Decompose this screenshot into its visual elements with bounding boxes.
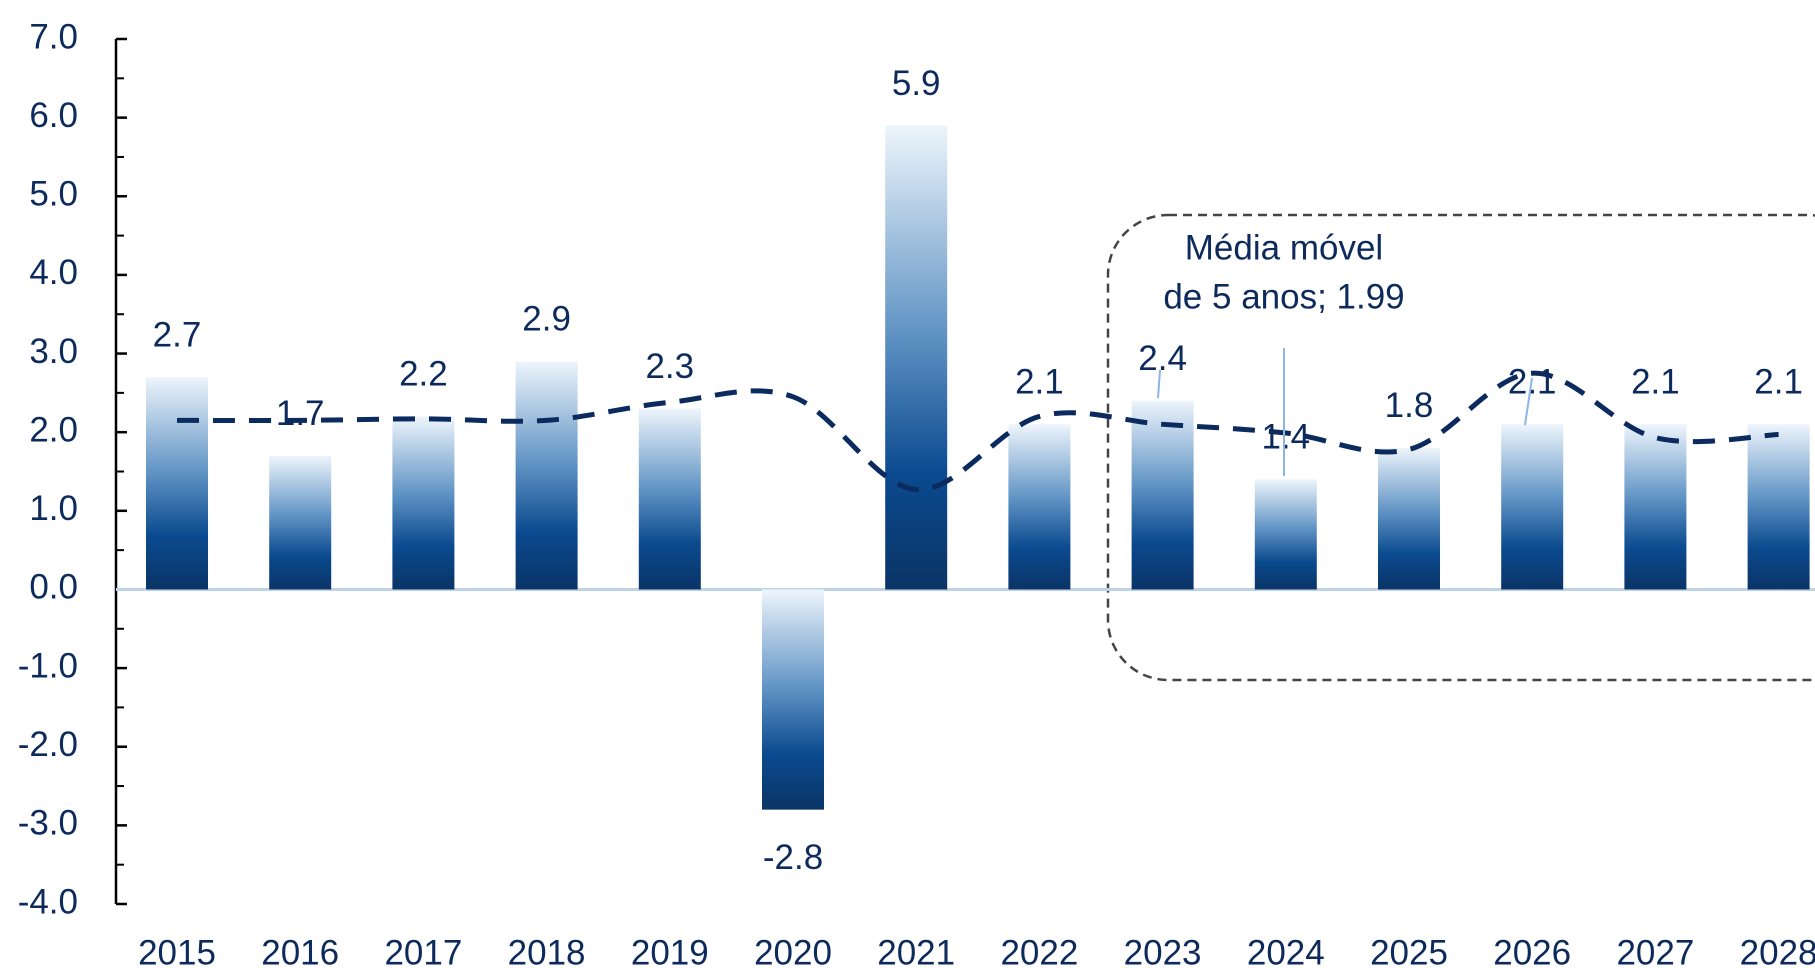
bar [1624, 424, 1687, 590]
bar [762, 589, 824, 810]
data-label: 2.1 [1754, 363, 1803, 402]
moving-average-line [176, 370, 1779, 493]
x-tick-label: 2025 [1370, 933, 1448, 968]
bar [638, 408, 701, 590]
y-tick-label: 3.0 [29, 332, 78, 371]
data-label: 2.1 [1015, 363, 1064, 402]
bar [1378, 447, 1440, 590]
bar [269, 455, 332, 590]
y-tick-label: 2.0 [29, 410, 78, 449]
x-tick-label: 2018 [508, 933, 586, 968]
bar [392, 416, 455, 590]
data-label: 2.3 [645, 347, 694, 386]
y-tick-label: 4.0 [29, 253, 78, 292]
x-tick-label: 2017 [384, 933, 462, 968]
bar [1254, 479, 1317, 590]
data-label: 2.4 [1138, 339, 1187, 378]
bar [515, 361, 578, 590]
y-tick-label: 7.0 [29, 17, 78, 56]
y-tick-label: 5.0 [29, 175, 78, 214]
x-tick-label: 2022 [1000, 933, 1078, 968]
data-label: 2.7 [153, 315, 202, 354]
annotation: Média móvel [1185, 228, 1383, 267]
bar [1747, 424, 1810, 590]
bar [1008, 424, 1071, 590]
x-tick-label: 2028 [1740, 933, 1815, 968]
bar [1131, 400, 1194, 590]
data-label: 5.9 [892, 64, 941, 103]
data-label: 2.2 [399, 355, 448, 394]
highlight-box [1106, 213, 1815, 682]
y-tick-label: 1.0 [29, 489, 78, 528]
x-tick-label: 2023 [1124, 933, 1202, 968]
y-tick-label: -2.0 [18, 725, 78, 764]
x-tick-label: 2027 [1616, 933, 1694, 968]
x-tick-label: 2026 [1493, 933, 1571, 968]
x-tick-label: 2024 [1247, 933, 1325, 968]
y-tick-label: 6.0 [29, 96, 78, 135]
y-tick-label: -3.0 [18, 804, 78, 843]
x-tick-label: 2020 [754, 933, 832, 968]
y-tick-label: -1.0 [18, 646, 78, 685]
data-label: 1.7 [276, 394, 325, 433]
x-tick-label: 2021 [877, 933, 955, 968]
bar [146, 377, 208, 590]
y-tick-label: 0.0 [29, 568, 78, 607]
data-label: -2.8 [763, 838, 823, 877]
data-label: 1.8 [1385, 386, 1434, 425]
bar [885, 125, 948, 590]
annotation: de 5 anos; 1.99 [1163, 277, 1404, 316]
leader-line [1524, 377, 1533, 426]
data-label: 2.9 [522, 300, 571, 339]
x-tick-label: 2015 [138, 933, 216, 968]
x-tick-label: 2016 [261, 933, 339, 968]
x-tick-label: 2019 [631, 933, 709, 968]
bar [1501, 424, 1564, 590]
data-label: 1.4 [1261, 418, 1310, 457]
leader-line [1157, 369, 1161, 399]
data-label: 2.1 [1631, 363, 1680, 402]
y-tick-label: -4.0 [18, 882, 78, 921]
